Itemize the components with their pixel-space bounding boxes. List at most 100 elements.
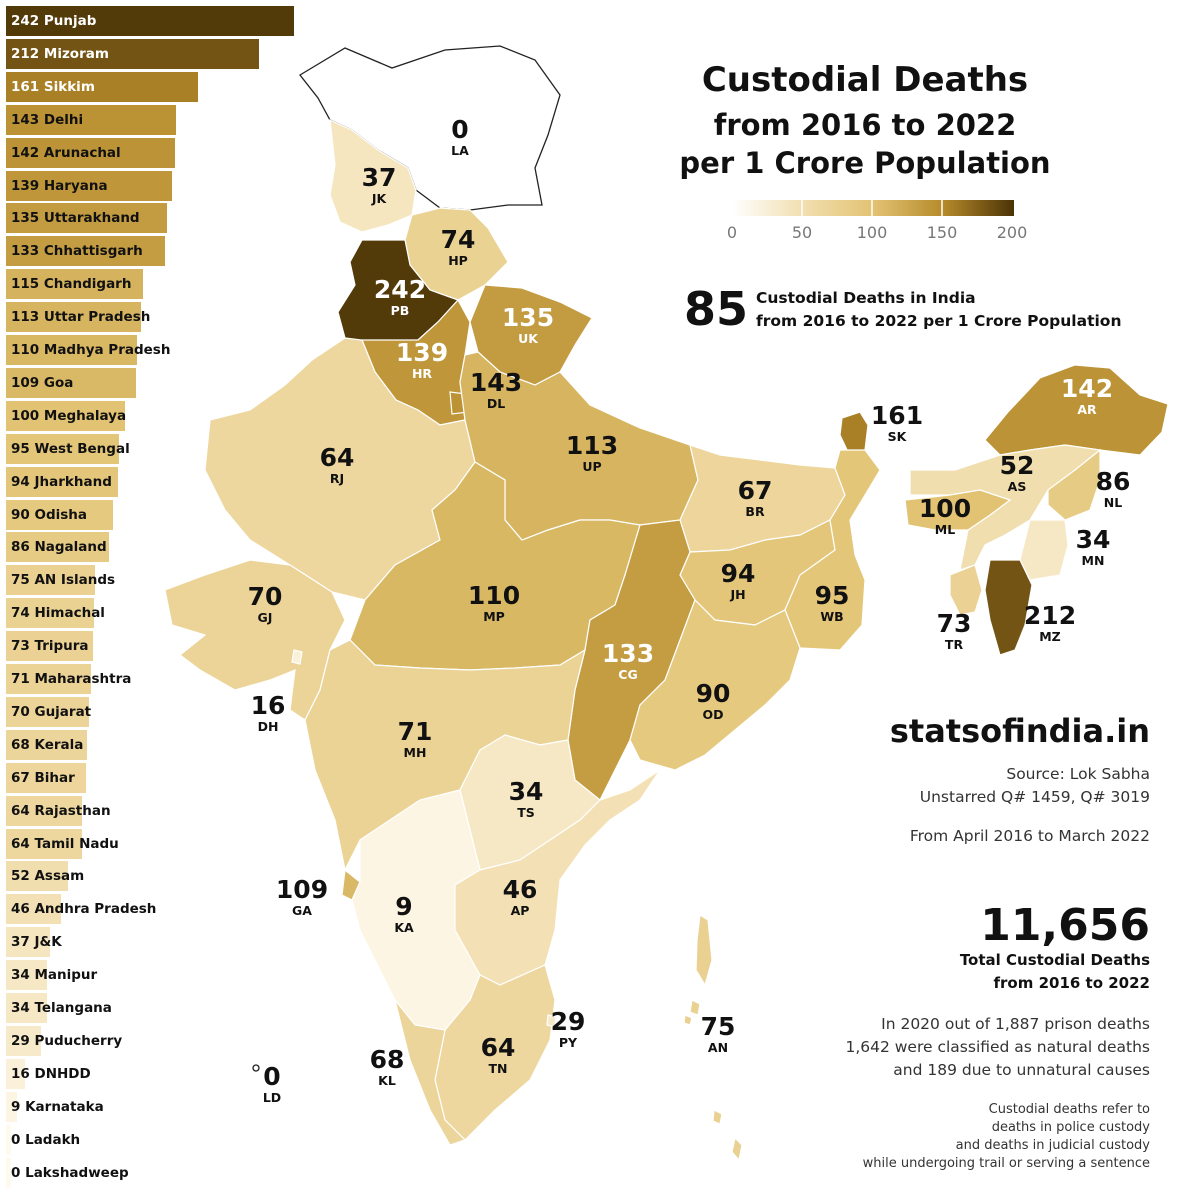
state-code-jh: JH: [729, 587, 745, 602]
bar-goa: 109 Goa: [6, 367, 136, 398]
map-title: Custodial Deaths: [701, 60, 1029, 100]
state-code-dl: DL: [487, 396, 505, 411]
definition-line4: while undergoing trail or serving a sent…: [862, 1156, 1150, 1171]
state-code-hp: HP: [448, 253, 468, 268]
map-subtitle-period: from 2016 to 2022: [713, 108, 1017, 142]
source-line2: Unstarred Q# 1459, Q# 3019: [919, 788, 1150, 806]
state-code-rj: RJ: [330, 471, 344, 486]
state-code-jk: JK: [371, 191, 388, 206]
state-value-mp: 110: [468, 581, 520, 610]
bar-punjab: 242 Punjab: [6, 6, 295, 36]
brand-logo-text: statsofindia.in: [889, 712, 1150, 750]
definition-line1: Custodial deaths refer to: [988, 1102, 1150, 1117]
state-code-dh: DH: [258, 719, 279, 734]
state-value-hr: 139: [396, 338, 448, 367]
state-value-ka: 9: [395, 892, 412, 921]
legend-tick-150: 150: [926, 223, 958, 242]
bar-nagaland: 86 Nagaland: [6, 532, 109, 563]
state-code-up: UP: [582, 459, 601, 474]
state-value-jh: 94: [721, 559, 756, 588]
source-period: From April 2016 to March 2022: [909, 827, 1150, 845]
state-value-ap: 46: [503, 875, 538, 904]
state-code-hr: HR: [412, 366, 432, 381]
prison-line3: and 189 due to unnatural causes: [893, 1061, 1150, 1079]
bar-delhi: 143 Delhi: [6, 104, 177, 135]
state-code-cg: CG: [618, 667, 637, 682]
state-code-ap: AP: [511, 903, 530, 918]
legend-tick-100: 100: [856, 223, 888, 242]
state-code-tn: TN: [489, 1061, 508, 1076]
state-value-an: 75: [701, 1012, 736, 1041]
state-shape-MN: [1019, 519, 1069, 581]
state-code-la: LA: [451, 143, 469, 158]
state-value-ld: 0: [263, 1062, 280, 1091]
state-value-pb: 242: [374, 275, 426, 304]
state-value-rj: 64: [320, 443, 355, 472]
state-shapes: [164, 45, 1169, 1162]
state-code-ga: GA: [292, 903, 312, 918]
state-value-dh: 16: [251, 691, 286, 720]
bar-madhya-pradesh: 110 Madhya Pradesh: [6, 335, 170, 365]
state-shape-KL: [394, 999, 467, 1146]
national-label-line2: from 2016 to 2022 per 1 Crore Population: [756, 312, 1122, 330]
state-shape-AN: [683, 913, 743, 1162]
state-value-wb: 95: [815, 581, 850, 610]
state-value-mh: 71: [398, 717, 433, 746]
state-code-mn: MN: [1082, 553, 1105, 568]
state-code-wb: WB: [820, 609, 843, 624]
state-value-od: 90: [696, 679, 731, 708]
state-code-pb: PB: [391, 303, 410, 318]
bar-odisha: 90 Odisha: [6, 499, 114, 530]
state-shape-AP: [454, 769, 661, 986]
state-value-ga: 109: [276, 875, 328, 904]
legend-gradient: [732, 200, 1014, 216]
state-code-sk: SK: [888, 429, 908, 444]
state-value-up: 113: [566, 431, 618, 460]
national-value: 85: [684, 282, 749, 336]
bar-an-islands: 75 AN Islands: [6, 565, 115, 596]
bar-assam: 52 Assam: [6, 861, 84, 892]
state-code-ml: ML: [935, 522, 955, 537]
total-label-line2: from 2016 to 2022: [993, 974, 1151, 992]
bar-tripura: 73 Tripura: [6, 631, 94, 662]
national-label-line1: Custodial Deaths in India: [756, 289, 976, 307]
bar-west-bengal: 95 West Bengal: [6, 433, 130, 464]
legend-tick-0: 0: [726, 223, 738, 242]
state-code-od: OD: [702, 707, 723, 722]
definition-line2: deaths in police custody: [991, 1120, 1150, 1135]
prison-line1: In 2020 out of 1,887 prison deaths: [881, 1015, 1150, 1033]
state-value-cg: 133: [602, 639, 654, 668]
state-value-nl: 86: [1096, 467, 1131, 496]
bar-haryana: 139 Haryana: [6, 170, 172, 201]
bar-j-k: 37 J&K: [6, 927, 62, 958]
state-value-mn: 34: [1076, 525, 1111, 554]
state-shape-MZ: [984, 559, 1033, 656]
state-code-py: PY: [559, 1035, 578, 1050]
state-code-mz: MZ: [1039, 629, 1061, 644]
state-code-mp: MP: [483, 609, 505, 624]
state-code-ka: KA: [394, 920, 414, 935]
state-value-ts: 34: [509, 777, 544, 806]
map-subtitle-unit: per 1 Crore Population: [679, 146, 1051, 180]
state-value-sk: 161: [871, 401, 923, 430]
bar-sikkim: 161 Sikkim: [6, 71, 198, 102]
state-value-tr: 73: [937, 609, 972, 638]
bar-meghalaya: 100 Meghalaya: [6, 400, 126, 431]
legend-tick-200: 200: [996, 223, 1028, 242]
state-code-tr: TR: [945, 637, 964, 652]
state-code-an: AN: [708, 1040, 728, 1055]
bar-jharkhand: 94 Jharkhand: [6, 466, 119, 497]
state-value-ar: 142: [1061, 374, 1113, 403]
state-shape-DH: [291, 649, 303, 665]
state-code-ar: AR: [1077, 402, 1097, 417]
bar-himachal: 74 Himachal: [6, 598, 105, 629]
state-code-nl: NL: [1104, 495, 1122, 510]
state-value-la: 0: [451, 115, 468, 144]
state-value-hp: 74: [441, 225, 476, 254]
ranked-bar-chart: 242 Punjab 212 Mizoram 161 Sikkim 143 Delhi…: [6, 6, 326, 1196]
total-value: 11,656: [980, 900, 1150, 951]
state-value-kl: 68: [370, 1045, 405, 1074]
bar-kerala: 68 Kerala: [6, 729, 88, 760]
